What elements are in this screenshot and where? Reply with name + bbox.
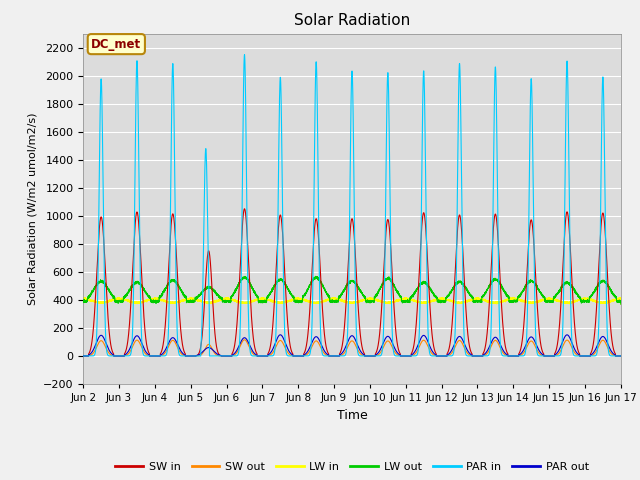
X-axis label: Time: Time xyxy=(337,408,367,421)
Legend: SW in, SW out, LW in, LW out, PAR in, PAR out: SW in, SW out, LW in, LW out, PAR in, PA… xyxy=(111,457,593,477)
Title: Solar Radiation: Solar Radiation xyxy=(294,13,410,28)
Y-axis label: Solar Radiation (W/m2 umol/m2/s): Solar Radiation (W/m2 umol/m2/s) xyxy=(28,112,37,305)
Text: DC_met: DC_met xyxy=(92,37,141,50)
